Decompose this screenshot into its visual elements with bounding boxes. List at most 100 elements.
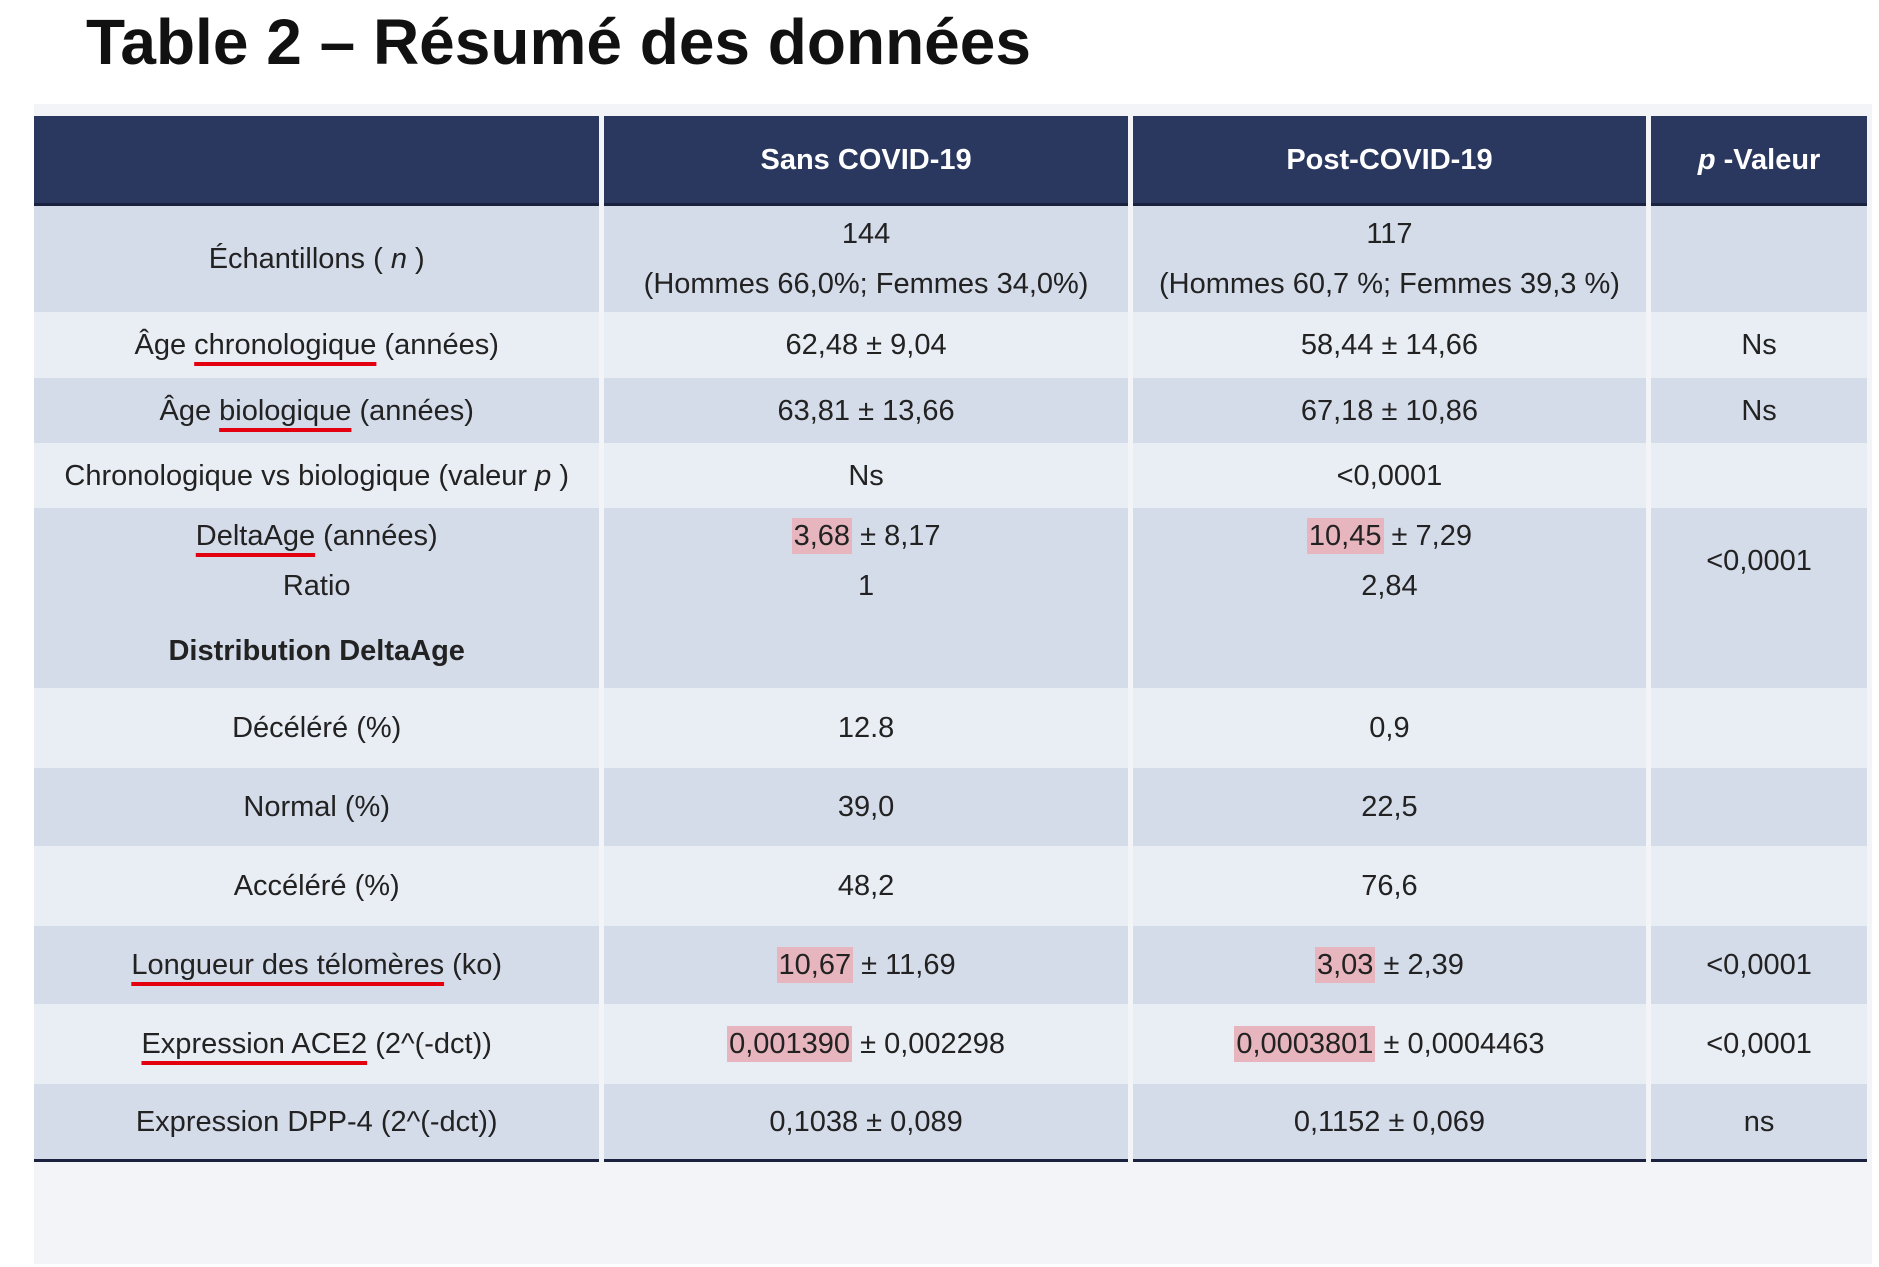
cell-post-covid [1132, 614, 1647, 688]
cell-post-covid: 67,18 ± 10,86 [1132, 378, 1647, 443]
cell-p-value [1651, 688, 1867, 768]
cell-p-value [1651, 768, 1867, 846]
cell-sans-covid: 10,67 ± 11,69 [604, 926, 1128, 1004]
cell-sans-covid: 62,48 ± 9,04 [604, 312, 1128, 378]
table-row-accelerated: Accéléré (%) 48,2 76,6 [34, 846, 1867, 926]
label-text: Échantillons ( [208, 243, 391, 275]
header-p-value: p -Valeur [1651, 116, 1867, 206]
value-rest: ± 2,39 [1375, 949, 1464, 981]
label-italic: n [390, 243, 407, 275]
value-rest: ± 8,17 [852, 520, 941, 552]
table-row-distribution-header: Distribution DeltaAge [34, 614, 1867, 688]
row-label: Décéléré (%) [34, 688, 600, 768]
label-text: (ko) [444, 949, 503, 981]
table-row-decelerated: Décéléré (%) 12.8 0,9 [34, 688, 1867, 768]
cell-p-value: Ns [1651, 312, 1867, 378]
cell-p-value: ns [1651, 1084, 1867, 1162]
label-text: Âge [159, 394, 220, 427]
value-rest: ± 7,29 [1383, 520, 1472, 552]
value-rest: ± 0,0004463 [1375, 1028, 1545, 1060]
cell-line: 117 [1366, 218, 1413, 250]
table-row-normal: Normal (%) 39,0 22,5 [34, 768, 1867, 846]
table-row-delta-age: DeltaAge (années) Ratio 3,68 ± 8,17 1 10… [34, 508, 1867, 614]
table-header-row: Sans COVID-19 Post-COVID-19 p -Valeur [34, 116, 1867, 206]
row-label: Chronologique vs biologique (valeur p ) [34, 443, 600, 508]
cell-post-covid: 0,9 [1132, 688, 1647, 768]
label-italic: p [535, 459, 552, 492]
cell-post-covid: 22,5 [1132, 768, 1647, 846]
cell-line: (Hommes 66,0%; Femmes 34,0%) [643, 268, 1089, 300]
table-row-ace2: Expression ACE2 (2^(-dct)) 0,001390 ± 0,… [34, 1004, 1867, 1084]
cell-sans-covid: 63,81 ± 13,66 [604, 378, 1128, 443]
highlighted-value: 3,68 [791, 518, 853, 554]
header-p-italic: p [1697, 143, 1716, 176]
cell-sans-covid [604, 614, 1128, 688]
highlighted-value: 3,03 [1314, 947, 1376, 983]
label-text: (années) [376, 329, 499, 361]
row-label: Accéléré (%) [34, 846, 600, 926]
cell-p-value: Ns [1651, 378, 1867, 443]
cell-sans-covid: Ns [604, 443, 1128, 508]
cell-p-value [1651, 846, 1867, 926]
header-post-covid: Post-COVID-19 [1132, 116, 1647, 206]
label-text: ) [551, 459, 569, 492]
cell-sans-covid: 0,001390 ± 0,002298 [604, 1004, 1128, 1084]
summary-table-container: Sans COVID-19 Post-COVID-19 p -Valeur Éc… [34, 104, 1872, 1264]
label-underlined: chronologique [194, 329, 377, 361]
cell-post-covid: 58,44 ± 14,66 [1132, 312, 1647, 378]
header-p-rest: -Valeur [1715, 143, 1821, 176]
cell-p-value [1651, 614, 1867, 688]
label-text: (années) [351, 394, 474, 427]
table-row-dpp4: Expression DPP-4 (2^(-dct)) 0,1038 ± 0,0… [34, 1084, 1867, 1162]
value-rest: ± 0,002298 [852, 1028, 1006, 1060]
header-sans-covid: Sans COVID-19 [604, 116, 1128, 206]
row-label: Âge biologique (années) [34, 378, 600, 443]
cell-p-value: <0,0001 [1651, 1004, 1867, 1084]
value-rest: ± 11,69 [853, 949, 956, 981]
label-text: Chronologique vs biologique (valeur [64, 459, 536, 492]
label-text: Âge [134, 329, 195, 361]
cell-post-covid: 10,45 ± 7,29 2,84 [1132, 508, 1647, 614]
highlighted-value: 0,001390 [727, 1026, 853, 1062]
cell-sans-covid: 12.8 [604, 688, 1128, 768]
label-line: DeltaAge (années) [34, 511, 599, 561]
highlighted-value: 10,67 [776, 947, 854, 983]
summary-table: Sans COVID-19 Post-COVID-19 p -Valeur Éc… [29, 116, 1872, 1162]
row-label: Longueur des télomères (ko) [34, 926, 600, 1004]
label-underlined: DeltaAge [195, 520, 316, 552]
label-underlined: Expression ACE2 [141, 1028, 368, 1060]
row-label: Âge chronologique (années) [34, 312, 600, 378]
cell-line: 2,84 [1361, 570, 1418, 602]
highlighted-value: 0,0003801 [1234, 1026, 1376, 1062]
cell-post-covid: 0,1152 ± 0,069 [1132, 1084, 1647, 1162]
highlighted-value: 10,45 [1306, 518, 1384, 554]
cell-line: (Hommes 60,7 %; Femmes 39,3 %) [1158, 268, 1620, 300]
row-label: DeltaAge (années) Ratio [34, 508, 600, 614]
table-row-samples: Échantillons ( n ) 144 (Hommes 66,0%; Fe… [34, 206, 1867, 312]
cell-post-covid: 0,0003801 ± 0,0004463 [1132, 1004, 1647, 1084]
row-label: Expression ACE2 (2^(-dct)) [34, 1004, 600, 1084]
cell-line: 144 [841, 218, 891, 250]
table-row-bio-age: Âge biologique (années) 63,81 ± 13,66 67… [34, 378, 1867, 443]
cell-post-covid: 3,03 ± 2,39 [1132, 926, 1647, 1004]
table-row-chrono-vs-bio: Chronologique vs biologique (valeur p ) … [34, 443, 1867, 508]
header-label-cell [34, 116, 600, 206]
cell-sans-covid: 0,1038 ± 0,089 [604, 1084, 1128, 1162]
table-row-chrono-age: Âge chronologique (années) 62,48 ± 9,04 … [34, 312, 1867, 378]
label-line: Ratio [282, 570, 351, 602]
cell-sans-covid: 48,2 [604, 846, 1128, 926]
label-underlined: Longueur des télomères [131, 949, 445, 981]
label-text: ) [406, 243, 425, 275]
cell-post-covid: 76,6 [1132, 846, 1647, 926]
cell-p-value [1651, 206, 1867, 312]
page-title: Table 2 – Résumé des données [86, 6, 1031, 78]
row-label: Distribution DeltaAge [34, 614, 600, 688]
cell-post-covid: <0,0001 [1132, 443, 1647, 508]
cell-line: 3,68 ± 8,17 [604, 511, 1127, 561]
cell-p-value [1651, 443, 1867, 508]
cell-p-value: <0,0001 [1651, 926, 1867, 1004]
cell-post-covid: 117 (Hommes 60,7 %; Femmes 39,3 %) [1132, 206, 1647, 312]
label-text: (années) [315, 520, 438, 552]
cell-sans-covid: 39,0 [604, 768, 1128, 846]
cell-line: 10,45 ± 7,29 [1133, 511, 1646, 561]
